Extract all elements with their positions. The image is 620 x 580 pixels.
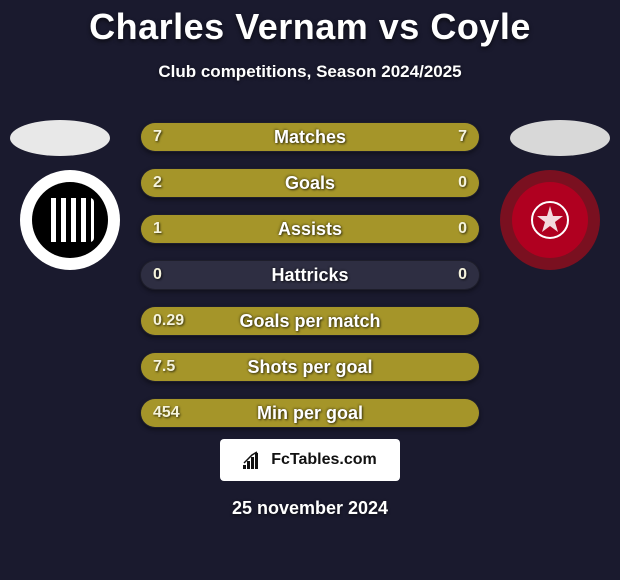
stat-value-right: 0: [458, 261, 467, 289]
page-title: Charles Vernam vs Coyle: [0, 0, 620, 48]
stat-row: Shots per goal7.5: [140, 352, 480, 382]
stat-fill-right: [310, 123, 479, 151]
stat-fill-left: [141, 399, 479, 427]
crest-ring: [20, 170, 120, 270]
crest-ring: [500, 170, 600, 270]
stat-row: Hattricks0 0: [140, 260, 480, 290]
crest-inner: [512, 182, 588, 258]
stat-fill-left: [141, 307, 479, 335]
crest-star-icon: [530, 200, 570, 240]
player-right-silhouette: [510, 120, 610, 156]
stat-row: Min per goal454: [140, 398, 480, 428]
watermark-text: FcTables.com: [271, 451, 377, 469]
watermark-badge: FcTables.com: [220, 439, 400, 481]
stat-fill-left: [141, 215, 479, 243]
stat-label: Hattricks: [141, 261, 479, 289]
club-crest-left: [20, 170, 120, 270]
stat-row: Matches77: [140, 122, 480, 152]
player-left-silhouette: [10, 120, 110, 156]
stat-fill-left: [141, 123, 310, 151]
page-date: 25 november 2024: [0, 498, 620, 519]
fctables-logo-icon: [243, 451, 265, 469]
crest-inner: [32, 182, 108, 258]
stat-bars: Matches77 Goals20 Assists10 Hattricks0 0 Goal…: [140, 122, 480, 444]
stat-row: Goals20: [140, 168, 480, 198]
crest-stripes-icon: [46, 198, 94, 242]
stat-row: Goals per match0.29: [140, 306, 480, 336]
page-subtitle: Club competitions, Season 2024/2025: [0, 62, 620, 82]
stat-fill-left: [141, 169, 479, 197]
stat-row: Assists10: [140, 214, 480, 244]
comparison-infographic: Charles Vernam vs Coyle Club competition…: [0, 0, 620, 580]
stat-fill-left: [141, 353, 479, 381]
club-crest-right: [500, 170, 600, 270]
stat-value-left: 0: [153, 261, 162, 289]
